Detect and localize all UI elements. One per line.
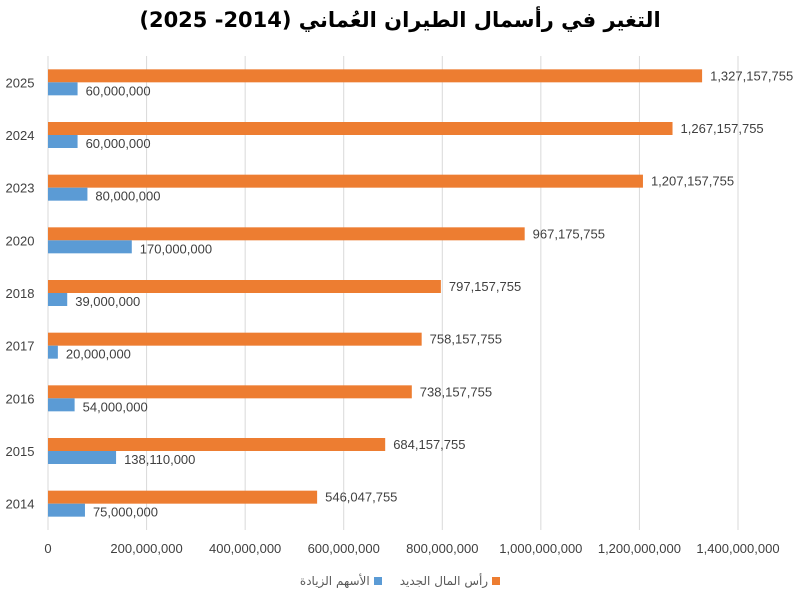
data-label: 138,110,000 xyxy=(124,452,195,467)
y-tick-label: 2024 xyxy=(6,128,35,143)
bar-new-capital xyxy=(48,332,422,346)
legend-swatch xyxy=(492,577,501,585)
bar-increase-shares xyxy=(48,398,75,412)
y-tick-label: 2018 xyxy=(6,286,35,301)
bar-increase-shares xyxy=(48,82,78,96)
y-tick-label: 2015 xyxy=(6,444,35,459)
y-tick-label: 2016 xyxy=(6,391,35,406)
y-tick-label: 2020 xyxy=(6,233,35,248)
data-label: 684,157,755 xyxy=(393,437,465,452)
x-tick-label: 1,400,000,000 xyxy=(696,541,779,556)
data-label: 1,207,157,755 xyxy=(651,174,734,189)
bar-increase-shares xyxy=(48,240,132,254)
data-label: 60,000,000 xyxy=(86,83,151,98)
x-tick-label: 1,200,000,000 xyxy=(598,541,681,556)
bar-new-capital xyxy=(48,69,703,83)
data-label: 797,157,755 xyxy=(449,279,521,294)
data-label: 758,157,755 xyxy=(430,332,502,347)
legend-item-new-capital: رأس المال الجديد xyxy=(399,574,501,588)
legend-swatch xyxy=(373,577,382,585)
bar-increase-shares xyxy=(48,451,117,464)
x-tick-label: 200,000,000 xyxy=(110,541,182,556)
chart-title: التغير في رأسمال الطيران العُماني (2014-… xyxy=(139,8,661,32)
x-tick-label: 800,000,000 xyxy=(406,541,478,556)
data-label: 1,327,157,755 xyxy=(710,68,793,83)
data-label: 60,000,000 xyxy=(86,136,151,151)
legend-label: رأس المال الجديد xyxy=(399,574,489,588)
y-tick-label: 2014 xyxy=(6,497,35,512)
y-tick-label: 2023 xyxy=(6,181,35,196)
x-tick-label: 1,000,000,000 xyxy=(499,541,582,556)
data-label: 738,157,755 xyxy=(420,384,492,399)
data-label: 170,000,000 xyxy=(140,241,212,256)
data-label: 546,047,755 xyxy=(325,490,397,505)
bar-increase-shares xyxy=(48,345,58,359)
data-label: 20,000,000 xyxy=(66,347,131,362)
bar-increase-shares xyxy=(48,503,85,517)
data-label: 80,000,000 xyxy=(95,189,160,204)
bar-new-capital xyxy=(48,438,386,451)
bar-increase-shares xyxy=(48,135,78,148)
data-label: 967,175,755 xyxy=(533,226,605,241)
bar-new-capital xyxy=(48,227,525,241)
data-label: 54,000,000 xyxy=(83,399,148,414)
bar-increase-shares xyxy=(48,293,68,306)
bar-new-capital xyxy=(48,122,673,135)
bar-new-capital xyxy=(48,174,643,188)
data-label: 39,000,000 xyxy=(75,294,140,309)
x-tick-label: 400,000,000 xyxy=(209,541,281,556)
legend-item-increase-shares: الأسهم الزيادة xyxy=(300,574,382,588)
y-tick-label: 2017 xyxy=(6,339,35,354)
y-tick-label: 2025 xyxy=(6,75,35,90)
x-tick-label: 0 xyxy=(44,541,51,556)
bar-increase-shares xyxy=(48,187,88,201)
bar-new-capital xyxy=(48,385,412,399)
data-label: 75,000,000 xyxy=(93,505,158,520)
legend-label: الأسهم الزيادة xyxy=(299,574,370,588)
bar-new-capital xyxy=(48,490,318,504)
data-label: 1,267,157,755 xyxy=(681,121,764,136)
x-tick-label: 600,000,000 xyxy=(308,541,380,556)
legend: رأس المال الجديد الأسهم الزيادة xyxy=(0,574,800,588)
bar-new-capital xyxy=(48,280,441,293)
